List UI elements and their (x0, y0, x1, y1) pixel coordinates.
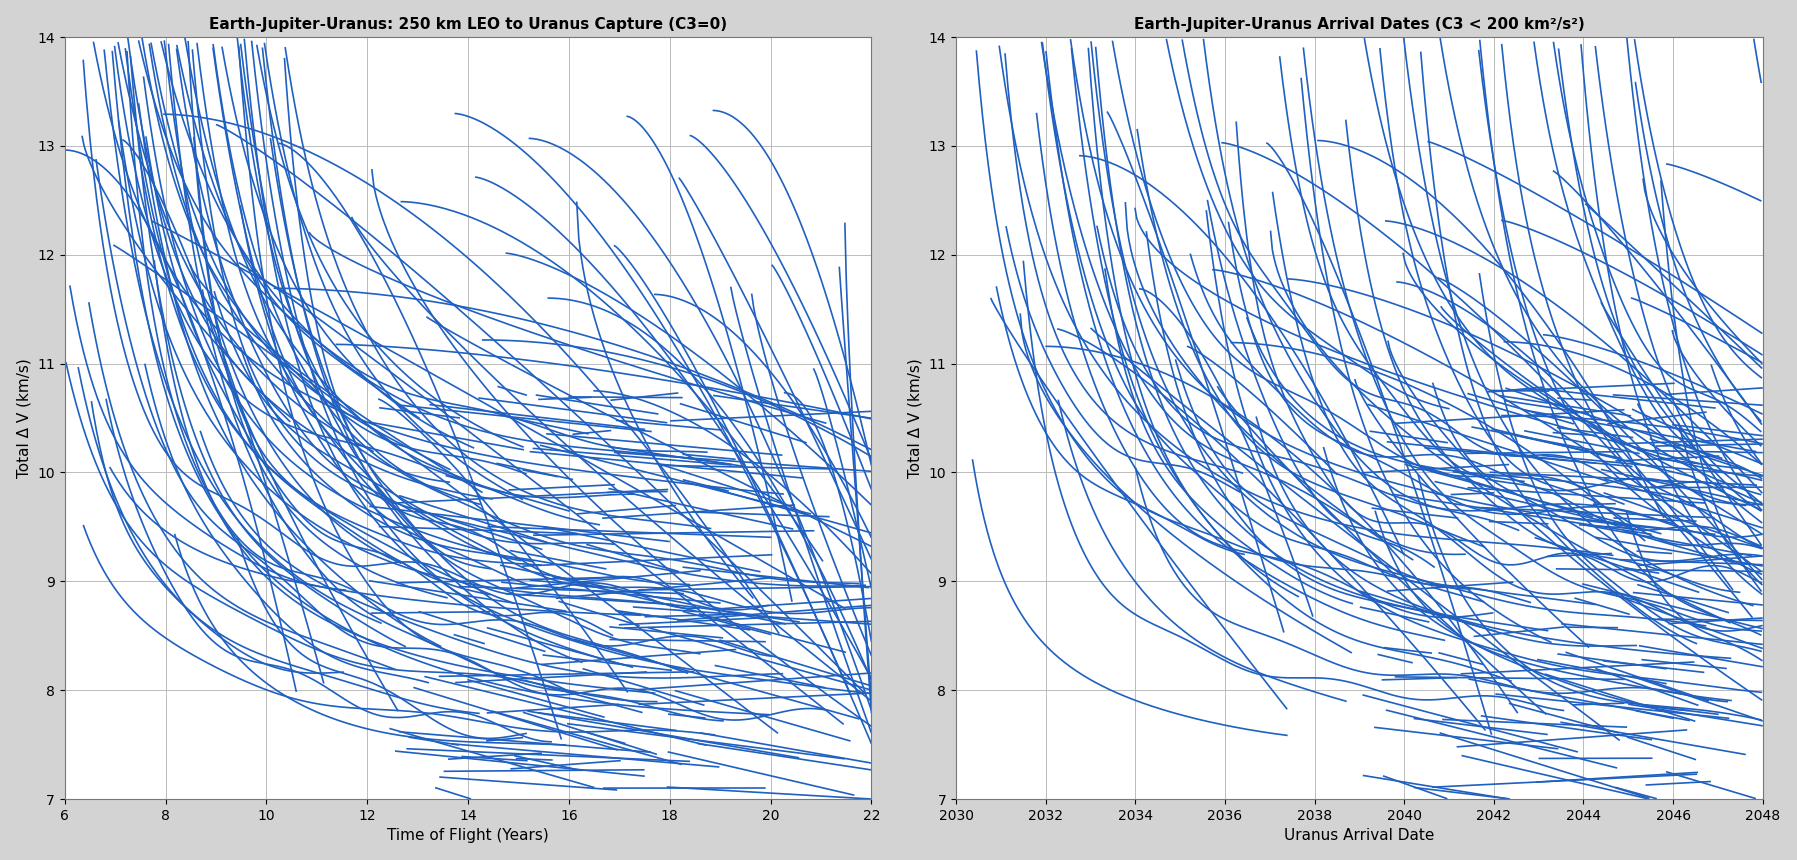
X-axis label: Time of Flight (Years): Time of Flight (Years) (386, 828, 548, 844)
X-axis label: Uranus Arrival Date: Uranus Arrival Date (1285, 828, 1434, 844)
Y-axis label: Total Δ V (km/s): Total Δ V (km/s) (907, 358, 924, 478)
Title: Earth-Jupiter-Uranus: 250 km LEO to Uranus Capture (C3=0): Earth-Jupiter-Uranus: 250 km LEO to Uran… (208, 16, 728, 32)
Title: Earth-Jupiter-Uranus Arrival Dates (C3 < 200 km²/s²): Earth-Jupiter-Uranus Arrival Dates (C3 <… (1134, 16, 1585, 32)
Y-axis label: Total Δ V (km/s): Total Δ V (km/s) (16, 358, 32, 478)
